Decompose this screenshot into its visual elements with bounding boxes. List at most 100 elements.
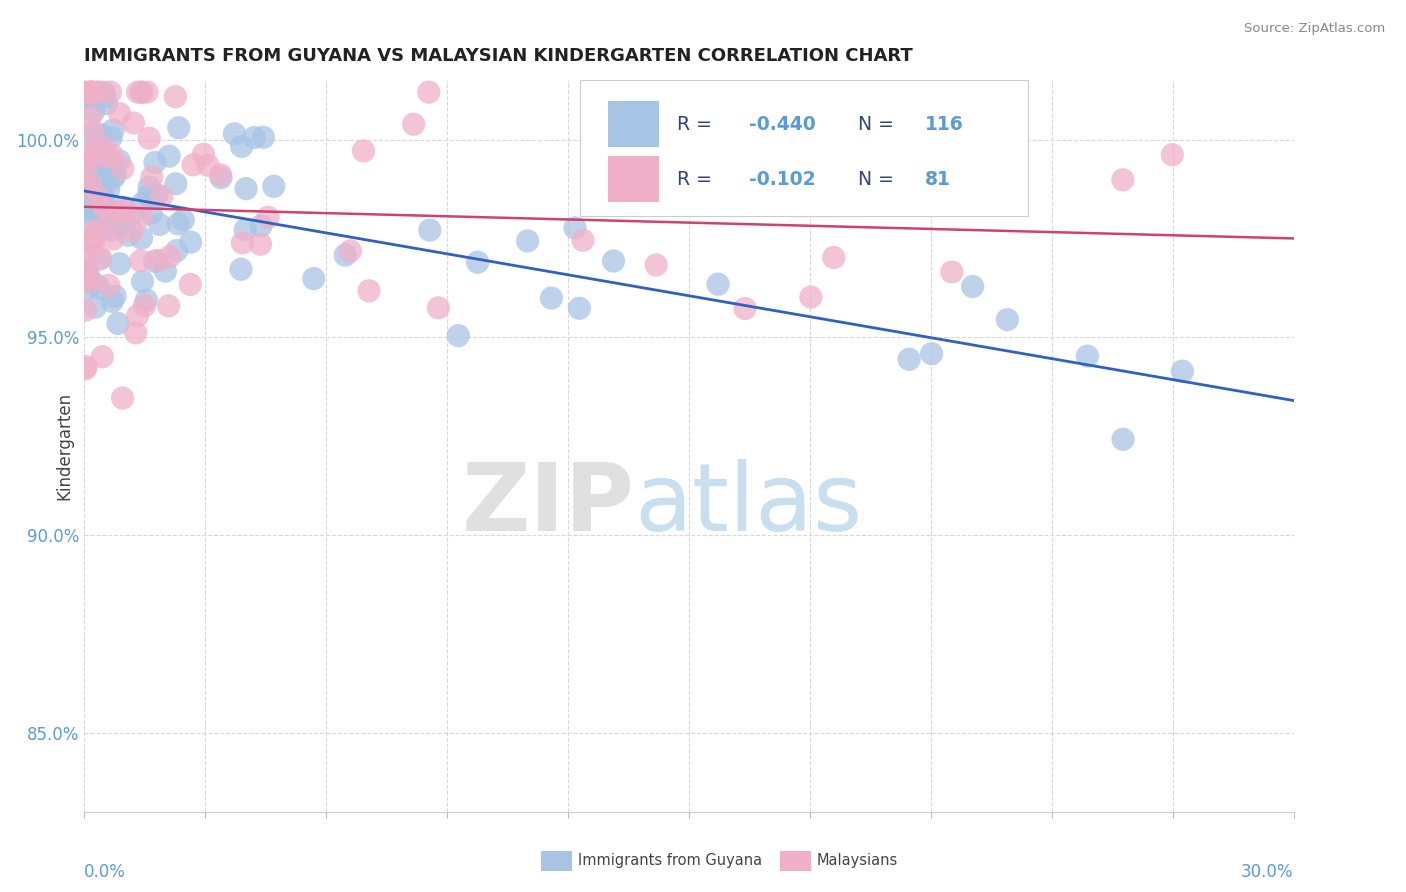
Point bbox=[101, 294, 124, 309]
Point bbox=[75, 190, 97, 204]
Point bbox=[103, 170, 125, 185]
Point bbox=[90, 128, 112, 142]
Point bbox=[139, 206, 162, 220]
Point bbox=[108, 205, 131, 219]
Point bbox=[138, 131, 160, 145]
Point bbox=[84, 300, 107, 314]
Point bbox=[181, 158, 204, 172]
Text: -0.440: -0.440 bbox=[749, 115, 815, 134]
Bar bbox=[607, 156, 659, 202]
Point bbox=[235, 181, 257, 195]
Point bbox=[97, 183, 120, 197]
Point bbox=[97, 278, 120, 293]
Point bbox=[231, 139, 253, 153]
Point bbox=[167, 217, 190, 231]
Point bbox=[250, 219, 273, 233]
Point bbox=[602, 254, 624, 268]
Point bbox=[516, 234, 538, 248]
Point bbox=[86, 190, 108, 204]
Point bbox=[87, 140, 110, 154]
Point bbox=[1112, 432, 1135, 446]
Point bbox=[75, 91, 97, 105]
Point bbox=[339, 244, 361, 258]
Point bbox=[91, 350, 114, 364]
Point bbox=[131, 231, 153, 245]
Point bbox=[898, 352, 921, 367]
Point bbox=[101, 148, 124, 162]
Point bbox=[87, 185, 110, 199]
Point bbox=[82, 126, 104, 140]
Point bbox=[127, 309, 149, 323]
Point bbox=[96, 96, 118, 111]
Point bbox=[80, 238, 103, 252]
Text: 116: 116 bbox=[925, 115, 963, 134]
Point bbox=[77, 270, 100, 285]
Text: 81: 81 bbox=[925, 169, 950, 188]
Point bbox=[193, 147, 215, 161]
Point bbox=[707, 277, 730, 292]
Point bbox=[79, 154, 101, 169]
Point bbox=[135, 293, 157, 307]
Text: 0.0%: 0.0% bbox=[84, 863, 127, 881]
Point bbox=[224, 127, 246, 141]
Point bbox=[94, 90, 117, 104]
Point bbox=[83, 195, 105, 210]
Point bbox=[564, 220, 586, 235]
Point bbox=[141, 170, 163, 185]
Point bbox=[104, 289, 127, 303]
Point bbox=[75, 303, 97, 318]
Point bbox=[233, 223, 256, 237]
Point bbox=[75, 199, 97, 213]
Point bbox=[166, 244, 188, 258]
Point bbox=[962, 279, 984, 293]
Point bbox=[136, 189, 159, 203]
Point bbox=[79, 85, 101, 99]
Point bbox=[995, 312, 1018, 326]
Point bbox=[84, 227, 107, 242]
Y-axis label: Kindergarten: Kindergarten bbox=[55, 392, 73, 500]
Point bbox=[89, 252, 111, 266]
Point bbox=[90, 186, 112, 201]
Point bbox=[84, 277, 107, 292]
Point bbox=[447, 328, 470, 343]
Text: R =: R = bbox=[676, 169, 717, 188]
Point bbox=[148, 253, 170, 268]
Text: IMMIGRANTS FROM GUYANA VS MALAYSIAN KINDERGARTEN CORRELATION CHART: IMMIGRANTS FROM GUYANA VS MALAYSIAN KIND… bbox=[84, 47, 912, 65]
Point bbox=[131, 85, 153, 99]
Point bbox=[82, 85, 104, 99]
Point bbox=[823, 251, 845, 265]
Point bbox=[131, 275, 153, 289]
Point bbox=[80, 235, 103, 249]
Point bbox=[75, 178, 97, 193]
Text: Immigrants from Guyana: Immigrants from Guyana bbox=[578, 854, 762, 868]
Point bbox=[1171, 364, 1194, 378]
Point bbox=[83, 186, 105, 201]
Point bbox=[110, 216, 132, 230]
Point bbox=[131, 85, 153, 99]
Point bbox=[75, 362, 97, 376]
Point bbox=[249, 237, 271, 252]
Point bbox=[93, 85, 115, 99]
Point bbox=[125, 326, 148, 340]
Point bbox=[98, 157, 121, 171]
Point bbox=[76, 261, 98, 276]
Point bbox=[117, 228, 139, 243]
Point bbox=[107, 317, 129, 331]
Point bbox=[257, 211, 280, 225]
Text: -0.102: -0.102 bbox=[749, 169, 815, 188]
Point bbox=[75, 85, 97, 99]
Point bbox=[155, 264, 177, 278]
Point bbox=[79, 177, 101, 191]
Point bbox=[108, 257, 131, 271]
Point bbox=[86, 194, 108, 208]
Point bbox=[108, 153, 131, 168]
Point bbox=[606, 197, 628, 211]
Point bbox=[79, 244, 101, 259]
Point bbox=[146, 188, 169, 202]
Point bbox=[91, 187, 114, 202]
Point bbox=[83, 224, 105, 238]
Point bbox=[734, 301, 756, 316]
Point bbox=[79, 85, 101, 99]
Point bbox=[231, 235, 253, 250]
Text: R =: R = bbox=[676, 115, 717, 134]
